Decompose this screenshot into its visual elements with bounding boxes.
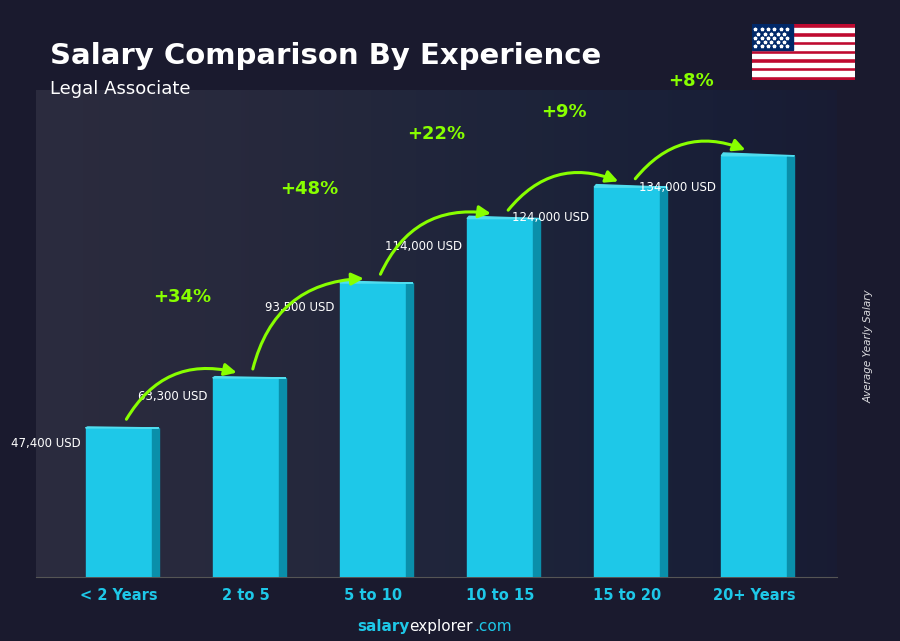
Polygon shape xyxy=(467,216,540,219)
Bar xyxy=(86,428,152,577)
Text: salary: salary xyxy=(357,619,410,635)
Text: Legal Associate: Legal Associate xyxy=(50,80,190,98)
Text: Average Yearly Salary: Average Yearly Salary xyxy=(863,289,874,403)
Bar xyxy=(340,283,406,577)
Bar xyxy=(594,187,661,577)
Text: +9%: +9% xyxy=(541,103,587,121)
Bar xyxy=(212,378,279,577)
Text: +22%: +22% xyxy=(408,125,465,143)
Bar xyxy=(752,46,855,50)
Bar xyxy=(752,24,793,50)
Polygon shape xyxy=(721,153,795,156)
Text: .com: .com xyxy=(474,619,512,635)
Polygon shape xyxy=(86,427,158,428)
Bar xyxy=(788,156,795,577)
Text: 124,000 USD: 124,000 USD xyxy=(512,210,590,224)
Text: 134,000 USD: 134,000 USD xyxy=(639,181,716,194)
Polygon shape xyxy=(340,281,413,283)
Text: +34%: +34% xyxy=(153,288,211,306)
Bar xyxy=(533,219,540,577)
Bar xyxy=(752,54,855,58)
Text: 47,400 USD: 47,400 USD xyxy=(11,437,80,450)
Bar xyxy=(752,37,855,41)
Polygon shape xyxy=(594,185,667,187)
Polygon shape xyxy=(212,377,286,378)
Bar xyxy=(661,187,667,577)
Bar xyxy=(467,219,533,577)
Bar xyxy=(752,63,855,67)
Bar xyxy=(752,28,855,33)
Bar xyxy=(279,378,286,577)
Text: Salary Comparison By Experience: Salary Comparison By Experience xyxy=(50,42,601,70)
Text: 114,000 USD: 114,000 USD xyxy=(385,240,462,253)
Bar xyxy=(152,428,158,577)
Text: explorer: explorer xyxy=(410,619,473,635)
Bar xyxy=(752,71,855,76)
Bar xyxy=(406,283,413,577)
Text: +48%: +48% xyxy=(280,180,338,198)
Bar xyxy=(721,156,788,577)
Text: +8%: +8% xyxy=(668,72,714,90)
Text: 93,500 USD: 93,500 USD xyxy=(266,301,335,313)
Text: 63,300 USD: 63,300 USD xyxy=(138,390,208,403)
